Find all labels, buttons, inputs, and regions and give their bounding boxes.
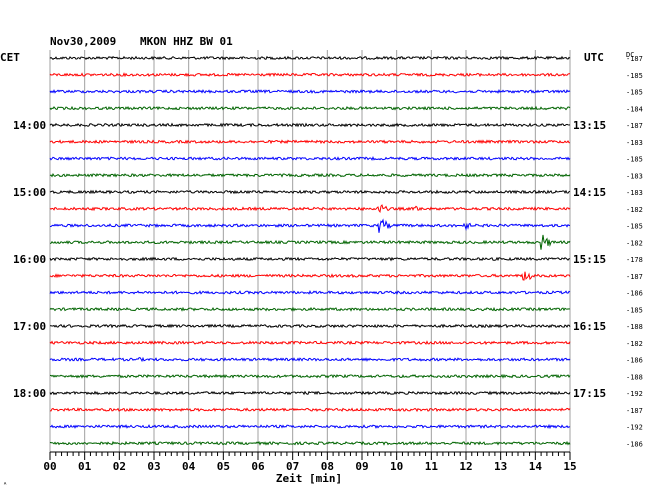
- left-hour-label: 18:00: [13, 387, 46, 400]
- corner-mark: ᴬ: [3, 480, 7, 489]
- right-hour-label: 15:15: [573, 253, 606, 266]
- trace-16: [49, 323, 571, 329]
- trace-12: [49, 256, 571, 262]
- trace-0: [49, 55, 571, 61]
- trace-13: [49, 271, 571, 281]
- dc-offset-label: -188: [626, 373, 643, 381]
- chart-station: MKON HHZ BW 01: [140, 35, 233, 48]
- left-hour-label: 15:00: [13, 186, 46, 199]
- x-tick-label: 13: [494, 460, 507, 473]
- dc-offset-label: -187: [626, 122, 643, 130]
- x-tick-label: 09: [355, 460, 368, 473]
- dc-offset-label: -188: [626, 323, 643, 331]
- dc-offset-label: -186: [626, 440, 643, 448]
- x-tick-label: 11: [425, 460, 439, 473]
- right-hour-label: 14:15: [573, 186, 606, 199]
- left-hour-label: 17:00: [13, 320, 46, 333]
- trace-15: [49, 306, 571, 312]
- right-hour-label: 13:15: [573, 119, 606, 132]
- dc-offset-label: -186: [626, 357, 643, 365]
- trace-19: [49, 373, 571, 379]
- trace-7: [49, 172, 571, 178]
- x-tick-label: 05: [217, 460, 230, 473]
- right-hour-label: 16:15: [573, 320, 606, 333]
- dc-offset-label: -185: [626, 72, 643, 80]
- trace-8: [49, 189, 571, 195]
- trace-23: [49, 440, 571, 446]
- dc-offset-label: -187: [626, 273, 643, 281]
- left-hour-label: 14:00: [13, 119, 46, 132]
- dc-offset-label: -185: [626, 89, 643, 97]
- x-tick-label: 15: [563, 460, 576, 473]
- x-tick-label: 06: [251, 460, 265, 473]
- x-tick-label: 10: [390, 460, 403, 473]
- dc-offset-label: -185: [626, 156, 643, 164]
- dc-header-label: DC: [626, 51, 634, 59]
- trace-3: [49, 105, 571, 111]
- trace-14: [49, 289, 571, 295]
- trace-18: [49, 356, 571, 363]
- dc-offset-label: -183: [626, 172, 643, 180]
- trace-1: [49, 72, 571, 78]
- dc-offset-label: -182: [626, 239, 643, 247]
- row-labels: -187 -185 -185 -184 -187 -183 -185 -183 -183 -182…: [13, 55, 643, 448]
- dc-offset-label: -178: [626, 256, 643, 264]
- dc-offset-label: -185: [626, 306, 643, 314]
- dc-offset-label: -183: [626, 189, 643, 197]
- dc-offset-label: -186: [626, 290, 643, 298]
- trace-5: [49, 139, 571, 145]
- x-axis-title: Zeit [min]: [276, 472, 342, 485]
- dc-offset-label: -192: [626, 390, 643, 398]
- dc-offset-label: -182: [626, 206, 643, 214]
- dc-offset-label: -192: [626, 424, 643, 432]
- x-tick-label: 00: [43, 460, 56, 473]
- dc-offset-label: -185: [626, 223, 643, 231]
- dc-offset-label: -183: [626, 139, 643, 147]
- x-tick-label: 01: [78, 460, 92, 473]
- x-tick-label: 08: [321, 460, 334, 473]
- dc-offset-label: -187: [626, 407, 643, 415]
- trace-11: [49, 234, 571, 250]
- trace-9: [49, 204, 571, 213]
- x-axis: 00 01 02 03 04 05 06 07 08 09 10 11 12 13 14 15: [43, 451, 577, 473]
- trace-17: [49, 340, 571, 346]
- x-tick-label: 07: [286, 460, 299, 473]
- x-tick-label: 04: [182, 460, 196, 473]
- trace-2: [49, 89, 571, 94]
- chart-date: Nov30,2009: [50, 35, 116, 48]
- right-hour-label: 17:15: [573, 387, 606, 400]
- trace-10: [49, 218, 571, 233]
- x-tick-label: 02: [113, 460, 126, 473]
- right-timezone-label: UTC: [584, 51, 604, 64]
- x-tick-label: 14: [529, 460, 543, 473]
- dc-offset-label: -182: [626, 340, 643, 348]
- trace-21: [49, 407, 571, 413]
- trace-6: [49, 156, 571, 161]
- traces: [49, 55, 571, 446]
- grid: [49, 50, 571, 452]
- trace-20: [49, 390, 571, 396]
- dc-offset-label: -187: [626, 55, 643, 63]
- x-tick-label: 03: [147, 460, 160, 473]
- dc-offset-label: -184: [626, 105, 643, 113]
- left-timezone-label: CET: [0, 51, 20, 64]
- x-tick-label: 12: [459, 460, 472, 473]
- trace-22: [49, 423, 571, 430]
- trace-4: [49, 122, 571, 128]
- left-hour-label: 16:00: [13, 253, 46, 266]
